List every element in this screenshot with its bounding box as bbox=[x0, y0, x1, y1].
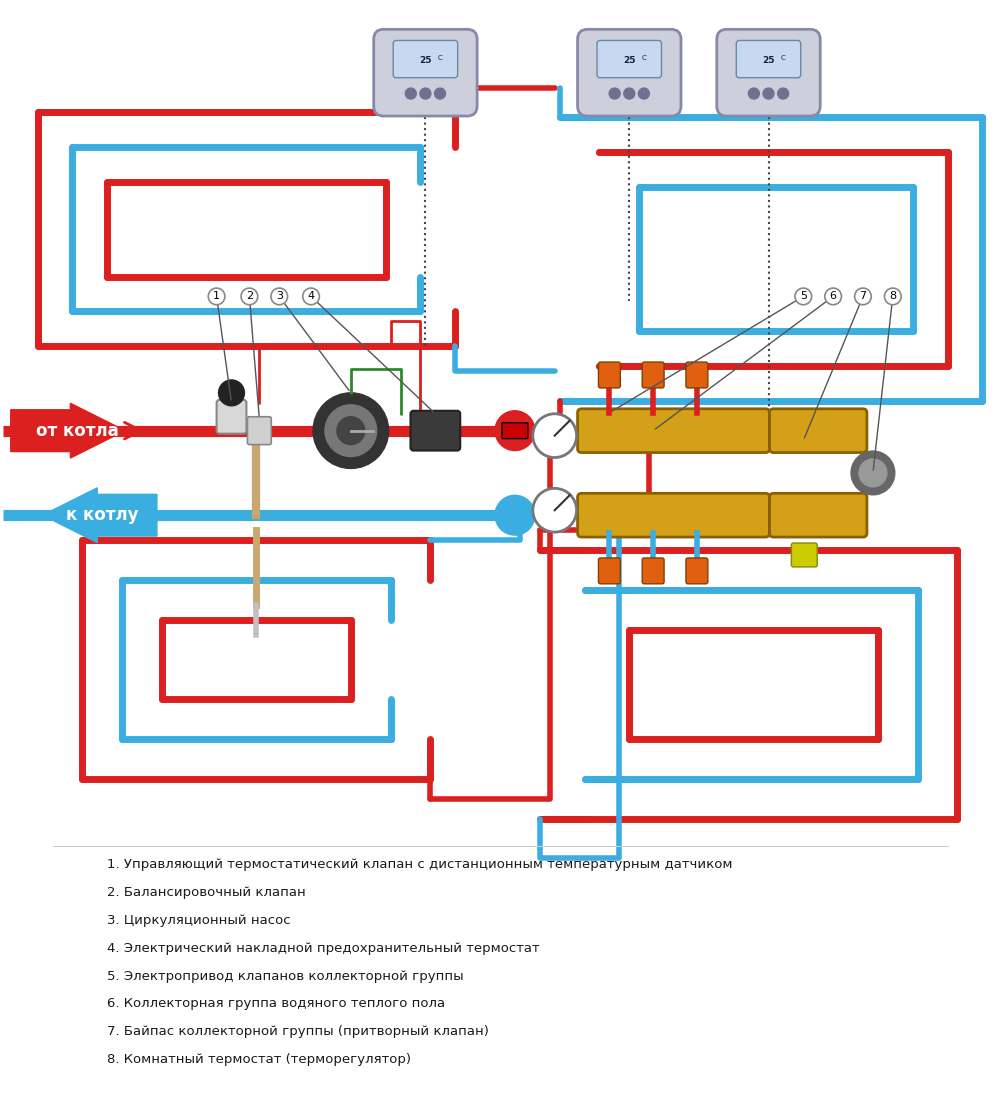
Text: 7: 7 bbox=[859, 292, 867, 301]
Circle shape bbox=[325, 405, 377, 456]
Circle shape bbox=[624, 88, 635, 99]
FancyBboxPatch shape bbox=[247, 417, 271, 444]
FancyBboxPatch shape bbox=[502, 422, 528, 439]
FancyBboxPatch shape bbox=[769, 493, 867, 537]
Circle shape bbox=[420, 88, 431, 99]
FancyBboxPatch shape bbox=[217, 399, 246, 433]
FancyBboxPatch shape bbox=[578, 30, 681, 116]
FancyArrow shape bbox=[11, 404, 125, 458]
Text: от котла: от котла bbox=[36, 421, 119, 440]
FancyBboxPatch shape bbox=[736, 41, 801, 78]
Text: 1: 1 bbox=[213, 292, 220, 301]
FancyBboxPatch shape bbox=[374, 30, 477, 116]
Circle shape bbox=[533, 488, 577, 532]
Circle shape bbox=[405, 88, 416, 99]
Circle shape bbox=[495, 410, 535, 451]
Text: 25: 25 bbox=[762, 56, 775, 65]
FancyBboxPatch shape bbox=[686, 362, 708, 388]
Text: 4: 4 bbox=[307, 292, 315, 301]
Text: C: C bbox=[642, 55, 646, 60]
FancyBboxPatch shape bbox=[597, 41, 661, 78]
Text: 25: 25 bbox=[623, 56, 636, 65]
Circle shape bbox=[763, 88, 774, 99]
FancyBboxPatch shape bbox=[411, 410, 460, 451]
Circle shape bbox=[778, 88, 789, 99]
FancyBboxPatch shape bbox=[642, 362, 664, 388]
FancyBboxPatch shape bbox=[393, 41, 458, 78]
Circle shape bbox=[859, 459, 887, 487]
Circle shape bbox=[337, 417, 365, 444]
FancyBboxPatch shape bbox=[791, 543, 817, 566]
Circle shape bbox=[435, 88, 446, 99]
Text: 8. Комнатный термостат (терморегулятор): 8. Комнатный термостат (терморегулятор) bbox=[107, 1053, 411, 1066]
Text: 3: 3 bbox=[276, 292, 283, 301]
Text: 4. Электрический накладной предохранительный термостат: 4. Электрический накладной предохранител… bbox=[107, 942, 540, 955]
Text: 8: 8 bbox=[889, 292, 896, 301]
Text: 1. Управляющий термостатический клапан с дистанционным температурным датчиком: 1. Управляющий термостатический клапан с… bbox=[107, 858, 733, 871]
Text: 25: 25 bbox=[419, 56, 432, 65]
Text: 3. Циркуляционный насос: 3. Циркуляционный насос bbox=[107, 914, 291, 927]
Text: 5. Электропривод клапанов коллекторной группы: 5. Электропривод клапанов коллекторной г… bbox=[107, 970, 464, 982]
Text: 6. Коллекторная группа водяного теплого пола: 6. Коллекторная группа водяного теплого … bbox=[107, 998, 445, 1011]
Circle shape bbox=[609, 88, 620, 99]
Circle shape bbox=[638, 88, 649, 99]
FancyBboxPatch shape bbox=[578, 493, 769, 537]
FancyArrow shape bbox=[43, 487, 157, 542]
Circle shape bbox=[851, 451, 895, 495]
Text: C: C bbox=[781, 55, 785, 60]
Text: 7. Байпас коллекторной группы (притворный клапан): 7. Байпас коллекторной группы (притворны… bbox=[107, 1025, 489, 1038]
FancyBboxPatch shape bbox=[769, 409, 867, 452]
FancyBboxPatch shape bbox=[598, 362, 620, 388]
Text: 2: 2 bbox=[246, 292, 253, 301]
Text: к котлу: к котлу bbox=[66, 506, 138, 525]
Circle shape bbox=[495, 495, 535, 535]
FancyBboxPatch shape bbox=[717, 30, 820, 116]
FancyBboxPatch shape bbox=[642, 558, 664, 584]
FancyBboxPatch shape bbox=[686, 558, 708, 584]
Circle shape bbox=[313, 393, 389, 469]
Text: 5: 5 bbox=[800, 292, 807, 301]
Circle shape bbox=[219, 379, 244, 406]
Circle shape bbox=[748, 88, 759, 99]
FancyBboxPatch shape bbox=[578, 409, 769, 452]
Text: 2. Балансировочный клапан: 2. Балансировочный клапан bbox=[107, 887, 306, 899]
Circle shape bbox=[533, 414, 577, 458]
Text: C: C bbox=[438, 55, 442, 60]
FancyBboxPatch shape bbox=[598, 558, 620, 584]
Text: 6: 6 bbox=[830, 292, 837, 301]
